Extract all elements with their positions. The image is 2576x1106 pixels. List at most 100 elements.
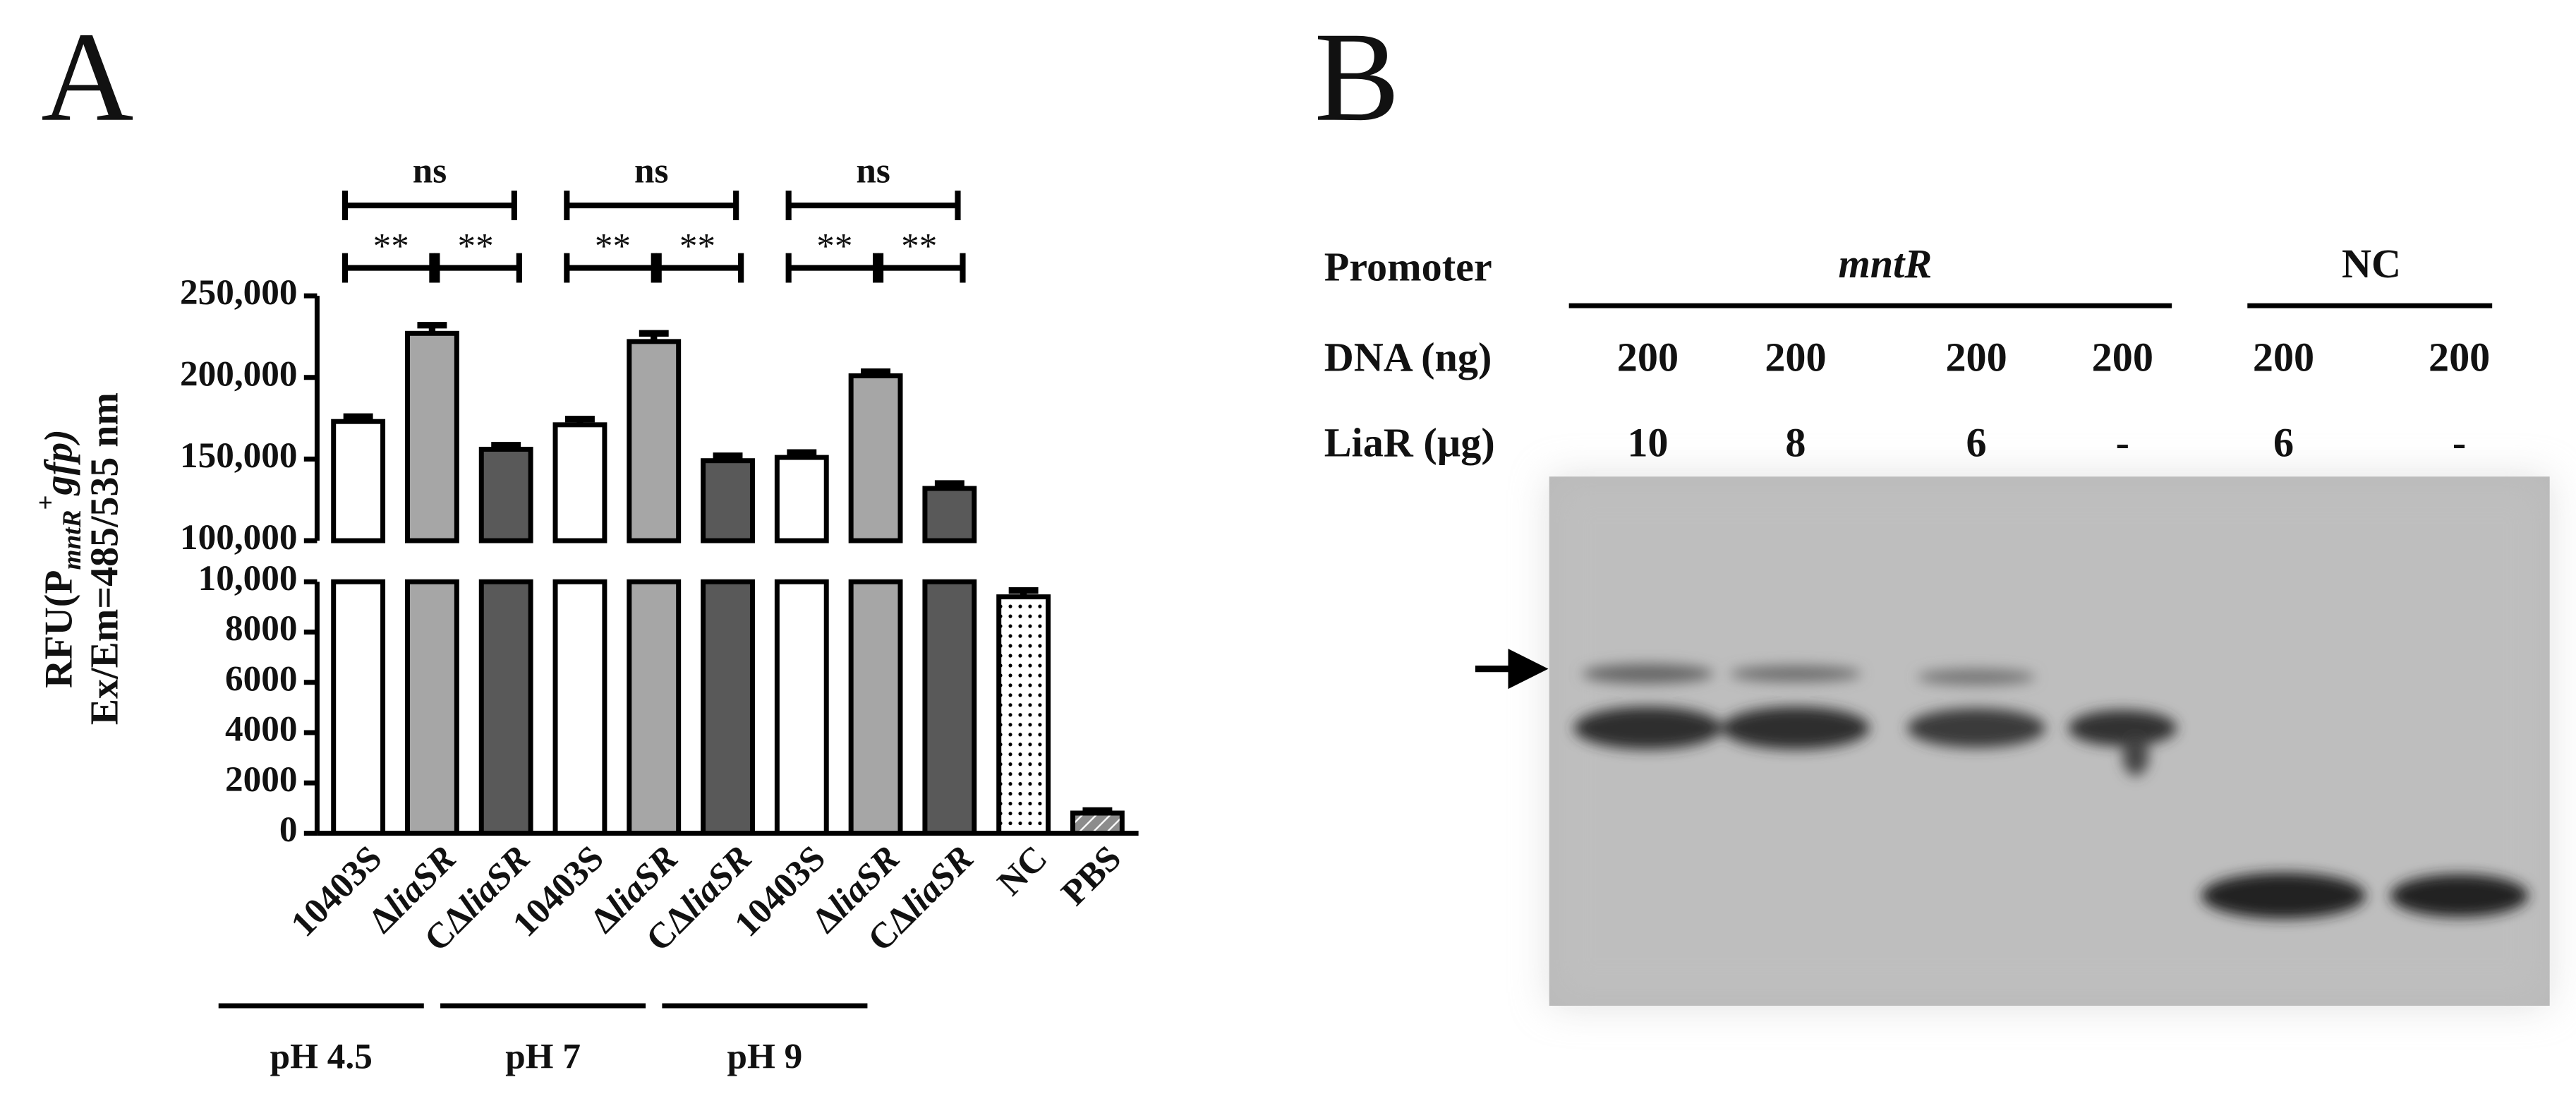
band: [1729, 665, 1862, 683]
bar: [552, 579, 607, 836]
error-bar: [787, 449, 817, 458]
significance-bracket: [429, 253, 522, 283]
dna-amount: 200: [1945, 335, 2007, 380]
band: [2122, 736, 2149, 776]
band: [1722, 707, 1870, 750]
bar: [701, 458, 755, 543]
y-tick-label: 150,000: [180, 435, 297, 476]
y-label-part: mntR: [57, 510, 86, 570]
bar: [478, 447, 533, 543]
y-tick-label: 250,000: [180, 272, 297, 313]
band: [2068, 709, 2177, 747]
bar: [701, 579, 755, 836]
significance-bracket: [785, 191, 961, 221]
liar-amount: 6: [1966, 420, 1987, 466]
error-bar: [934, 480, 965, 489]
significance-bracket: [873, 253, 966, 283]
error-bar: [639, 330, 669, 342]
dna-amount: 200: [2253, 335, 2314, 380]
y-axis-label: Ex/Em=485/535 nm: [83, 392, 127, 725]
significance-label: ns: [413, 151, 447, 191]
gel-shade: [1549, 476, 2550, 1006]
dna-amount: 200: [2429, 335, 2490, 380]
significance-bracket: [651, 253, 744, 283]
x-tick-label: 10403S: [283, 838, 389, 944]
significance-label: **: [595, 227, 631, 267]
error-bar: [713, 452, 743, 461]
y-tick-label: 4000: [225, 709, 297, 750]
liar-amount: -: [2116, 420, 2129, 466]
bar: [404, 579, 459, 836]
band: [1582, 663, 1714, 684]
y-label-part: gfp): [37, 429, 80, 496]
liar-amount: 8: [1785, 420, 1806, 466]
promoter-label: mntR: [1839, 241, 1933, 287]
significance-label: **: [679, 227, 715, 267]
error-bar: [417, 322, 447, 334]
significance-bracket: [341, 191, 517, 221]
bar: [627, 339, 682, 543]
error-bar: [491, 442, 521, 450]
y-label-part: RFU(P: [37, 570, 80, 688]
bar: [922, 486, 977, 543]
dna-amount: 200: [1765, 335, 1826, 380]
row-header: DNA (ng): [1324, 335, 1492, 380]
significance-bracket: [564, 191, 739, 221]
liar-amount: 10: [1627, 420, 1668, 466]
liar-amount: -: [2453, 420, 2466, 466]
group-label: pH 4.5: [270, 1037, 373, 1077]
gel-bands: [1573, 663, 2529, 919]
y-tick-label: 2000: [225, 759, 297, 800]
significance-label: **: [458, 227, 494, 267]
error-bar: [861, 368, 891, 376]
significance-label: **: [816, 227, 852, 267]
row-header: LiaR (µg): [1324, 420, 1495, 466]
y-tick-label: 0: [279, 810, 298, 850]
dna-amount: 200: [1617, 335, 1679, 380]
band: [2201, 872, 2366, 919]
y-tick-label: 10,000: [198, 558, 298, 599]
bar: [922, 579, 977, 836]
bar: [331, 579, 386, 836]
bar: [848, 373, 903, 543]
row-header: Promoter: [1324, 244, 1492, 290]
bar: [404, 330, 459, 543]
bar: [552, 422, 607, 543]
error-bar: [343, 413, 373, 422]
band: [1917, 668, 2036, 685]
significance-label: ns: [856, 151, 890, 191]
error-bar: [1082, 807, 1113, 815]
group-label: pH 9: [727, 1037, 803, 1077]
band: [1573, 707, 1722, 750]
band: [2390, 874, 2529, 918]
bar: [331, 419, 386, 543]
x-tick-label: NC: [990, 838, 1056, 903]
bar: [774, 579, 829, 836]
group-label: pH 7: [505, 1037, 581, 1077]
y-tick-label: 8000: [225, 608, 297, 649]
panel-label: A: [41, 6, 133, 148]
liar-amount: 6: [2273, 420, 2294, 466]
significance-label: **: [901, 227, 937, 267]
dna-amount: 200: [2092, 335, 2153, 380]
y-tick-label: 100,000: [180, 517, 297, 558]
panel-label: B: [1314, 6, 1400, 148]
bar: [996, 594, 1051, 836]
promoter-label: NC: [2342, 241, 2401, 287]
significance-label: ns: [634, 151, 668, 191]
significance-label: **: [373, 227, 409, 267]
band: [1907, 708, 2045, 748]
y-tick-label: 200,000: [180, 354, 297, 395]
error-bar: [1008, 587, 1039, 597]
arrow: [1475, 649, 1549, 690]
y-label-part: +: [31, 495, 60, 510]
error-bar: [565, 416, 595, 425]
bar: [1070, 810, 1125, 836]
y-axis-label: RFU(PmntR+gfp): [31, 429, 86, 688]
bar: [627, 579, 682, 836]
bar: [848, 579, 903, 836]
bar: [478, 579, 533, 836]
y-tick-label: 6000: [225, 659, 297, 699]
x-tick-label: PBS: [1053, 838, 1129, 913]
